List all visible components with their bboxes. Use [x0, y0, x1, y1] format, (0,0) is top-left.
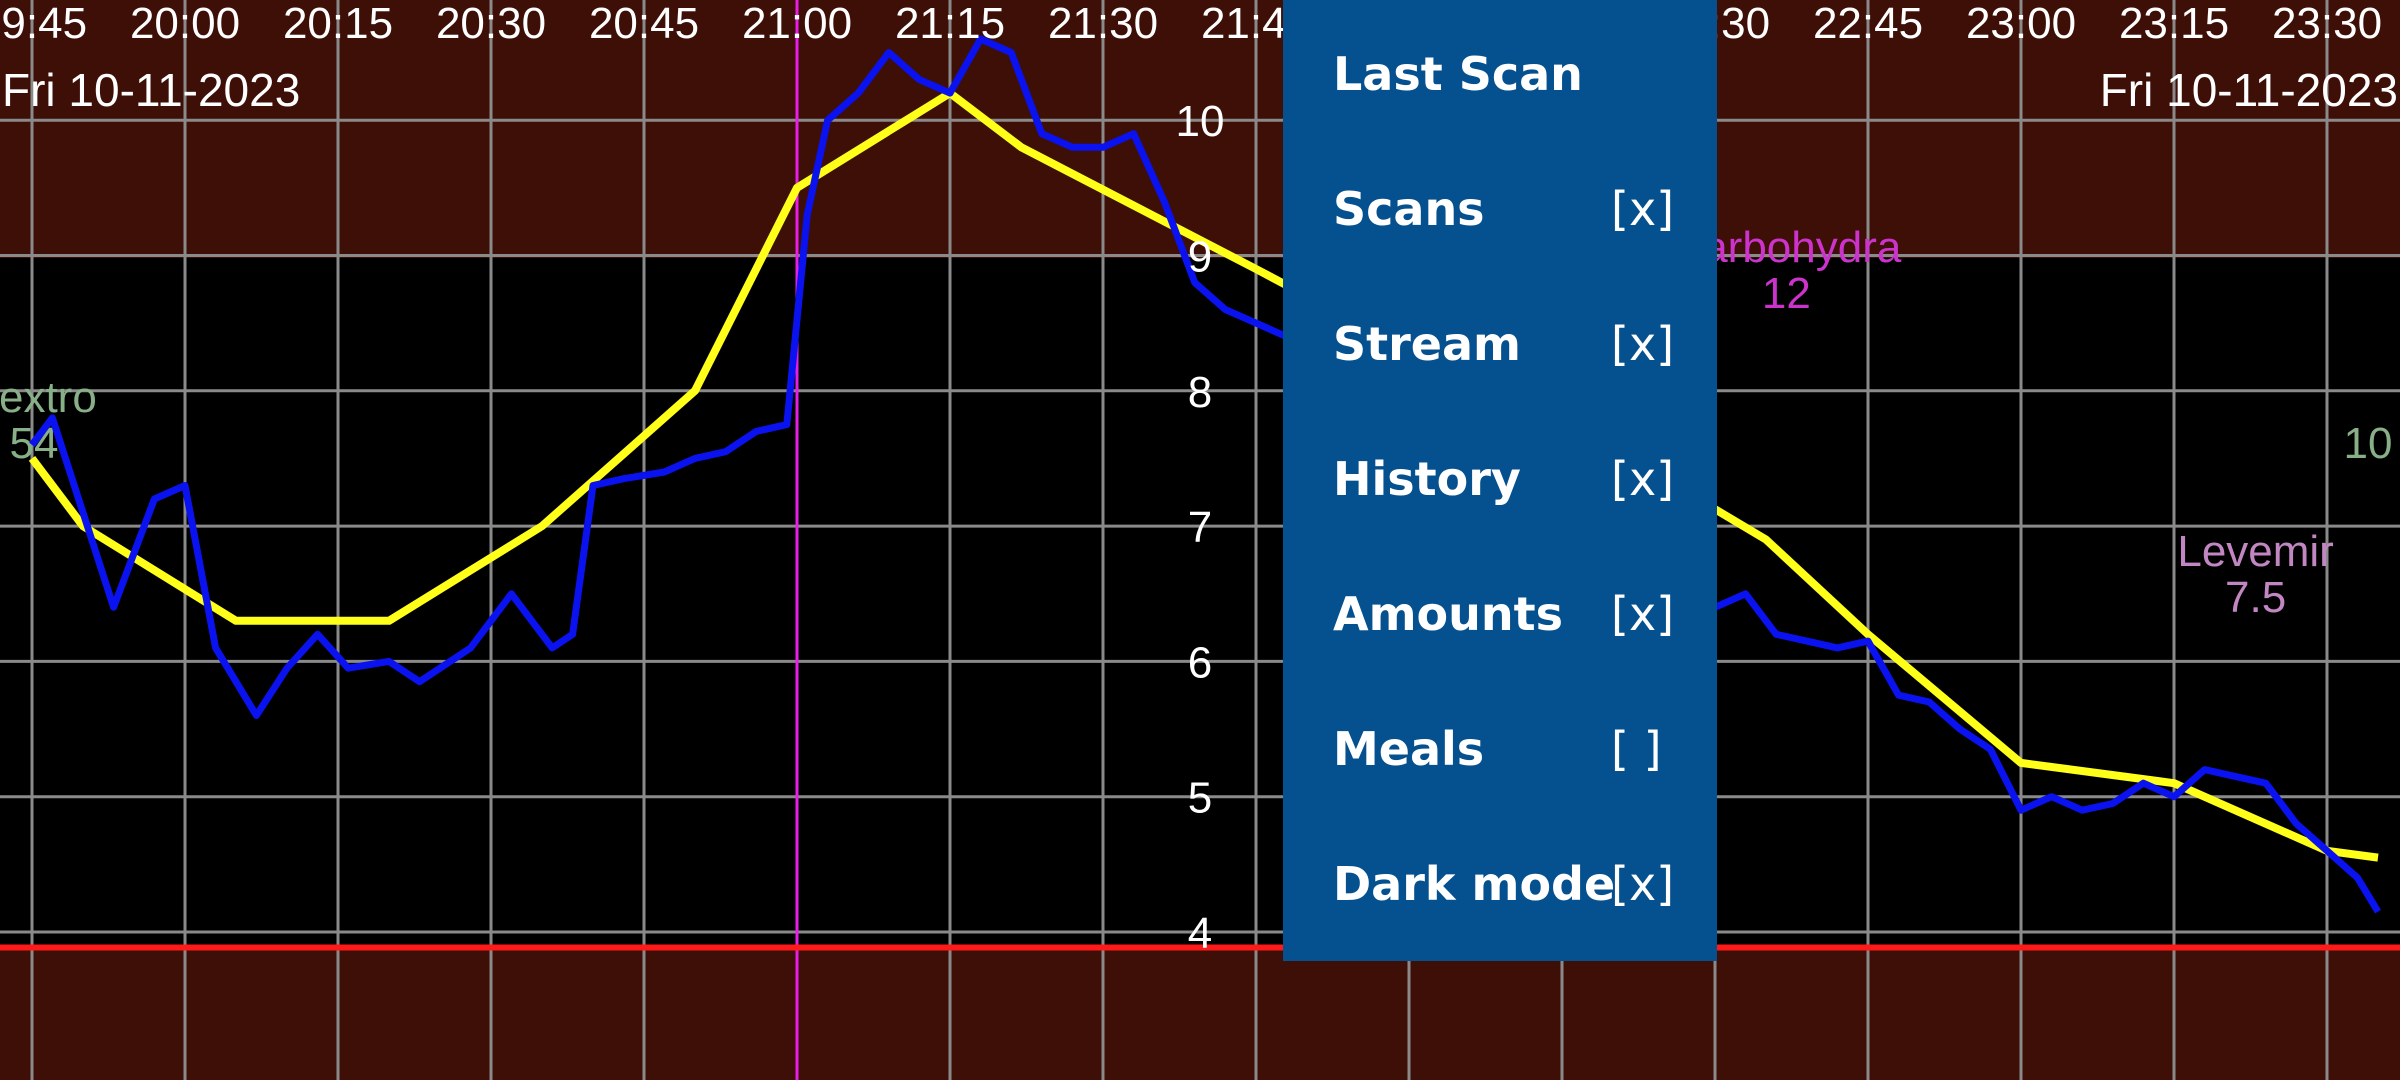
- menu-item-dark-mode[interactable]: Dark mode [x]: [1283, 816, 1717, 951]
- menu-item-checkbox[interactable]: [ ]: [1611, 721, 1662, 776]
- x-tick-label: 20:30: [436, 0, 546, 48]
- plot-background: [0, 258, 2400, 946]
- x-tick-label: 21:00: [742, 0, 852, 48]
- menu-item-checkbox[interactable]: [x]: [1611, 856, 1675, 911]
- date-label-left: Fri 10-11-2023: [2, 64, 300, 116]
- menu-item-label: Amounts: [1333, 586, 1563, 641]
- x-tick-label: 20:15: [283, 0, 393, 48]
- x-tick-label: 19:45: [0, 0, 87, 48]
- x-tick-label: 23:15: [2119, 0, 2229, 48]
- menu-item-checkbox[interactable]: [x]: [1611, 586, 1675, 641]
- x-tick-label: 21:15: [895, 0, 1005, 48]
- annotation-label: Dextro: [0, 373, 97, 422]
- menu-item-label: History: [1333, 451, 1521, 506]
- y-tick-label: 7: [1188, 503, 1212, 552]
- y-tick-label: 5: [1188, 774, 1212, 823]
- y-axis-labels: 4 5 6 7 8 9 10: [1176, 97, 1225, 958]
- menu-item-history[interactable]: History [x]: [1283, 411, 1717, 546]
- x-tick-label: 20:00: [130, 0, 240, 48]
- options-menu: Last Scan Scans [x] Stream [x] History […: [1283, 0, 1717, 961]
- history-line: [28, 89, 2379, 862]
- menu-item-label: Last Scan: [1333, 46, 1583, 101]
- x-tick-label: 23:30: [2272, 0, 2382, 48]
- menu-item-label: Meals: [1333, 721, 1485, 776]
- annotation-label: Levemir: [2177, 527, 2334, 576]
- menu-item-label: Scans: [1333, 181, 1485, 236]
- x-tick-label: 23:00: [1966, 0, 2076, 48]
- menu-item-checkbox[interactable]: [x]: [1611, 451, 1675, 506]
- menu-item-checkbox[interactable]: [x]: [1611, 316, 1675, 371]
- date-label-right: Fri 10-11-2023: [2100, 64, 2398, 116]
- y-tick-label: 8: [1188, 368, 1212, 417]
- x-tick-label: 21:30: [1048, 0, 1158, 48]
- menu-item-label: Dark mode: [1333, 856, 1616, 911]
- menu-item-amounts[interactable]: Amounts [x]: [1283, 546, 1717, 681]
- y-tick-label: 6: [1188, 638, 1212, 687]
- menu-item-checkbox[interactable]: [x]: [1611, 181, 1675, 236]
- annotation-value: 12: [1762, 269, 1811, 318]
- menu-item-last-scan[interactable]: Last Scan: [1283, 6, 1717, 141]
- stream-line: [29, 35, 2381, 914]
- annotation-value: 10: [2344, 419, 2393, 468]
- y-tick-label: 9: [1188, 233, 1212, 282]
- y-tick-label: 4: [1188, 909, 1212, 958]
- x-tick-label: 22:45: [1813, 0, 1923, 48]
- annotation-value: 7.5: [2225, 573, 2286, 622]
- menu-item-scans[interactable]: Scans [x]: [1283, 141, 1717, 276]
- menu-item-stream[interactable]: Stream [x]: [1283, 276, 1717, 411]
- x-tick-label: 20:45: [589, 0, 699, 48]
- menu-item-label: Stream: [1333, 316, 1521, 371]
- y-tick-label: 10: [1176, 97, 1225, 146]
- menu-item-meals[interactable]: Meals [ ]: [1283, 681, 1717, 816]
